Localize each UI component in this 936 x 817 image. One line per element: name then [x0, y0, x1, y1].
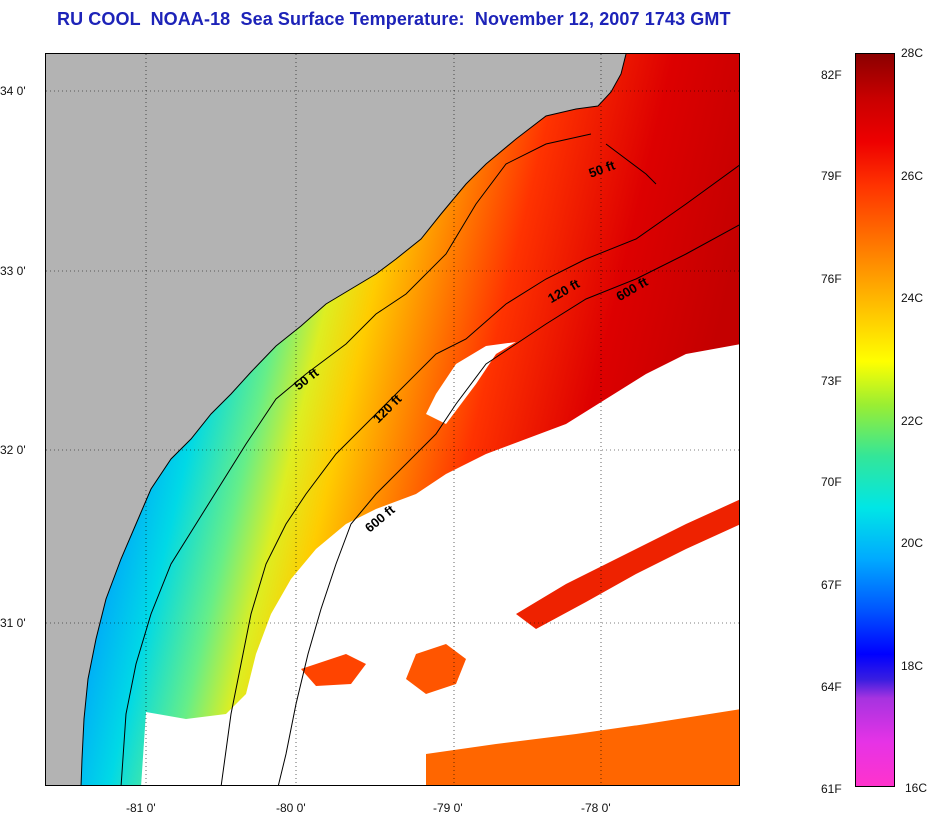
colorbar-label-26c: 26C [901, 169, 924, 183]
land-area [46, 54, 626, 785]
gulf-stream-filament-1 [516, 499, 739, 629]
colorbar-label-20c: 20C [901, 536, 924, 550]
contour-120ft [220, 164, 739, 785]
map-title: RU COOL NOAA-18 Sea Surface Temperature:… [57, 9, 731, 29]
lat-label-32: 32 0' [0, 443, 26, 457]
cloud-cover-main [141, 344, 739, 785]
colorbar-label-22c: 22C [901, 414, 924, 428]
sst-map[interactable]: 50 ft 50 ft 120 ft 120 ft 600 ft 600 ft [45, 53, 740, 786]
cloud-cover-north [426, 342, 516, 424]
coastline [80, 54, 627, 785]
colorbar-label-18c: 18C [901, 659, 924, 673]
colorbar-label-70f: 70F [821, 475, 842, 489]
colorbar-label-28c: 28C [901, 46, 924, 60]
gulf-stream-filament-2 [426, 709, 739, 785]
colorbar-label-67f: 67F [821, 578, 842, 592]
lon-label-78: -78 0' [581, 801, 611, 815]
lon-label-79: -79 0' [433, 801, 463, 815]
colorbar-label-82f: 82F [821, 68, 842, 82]
colorbar-label-24c: 24C [901, 291, 924, 305]
contour-600ft [277, 224, 739, 785]
contour-50ft [120, 133, 657, 785]
colorbar-label-79f: 79F [821, 169, 842, 183]
temperature-colorbar [855, 53, 895, 787]
colorbar-label-76f: 76F [821, 272, 842, 286]
colorbar-label-16c: 16C [905, 781, 928, 795]
lat-label-33: 33 0' [0, 264, 26, 278]
lat-label-34: 34 0' [0, 84, 26, 98]
colorbar-label-73f: 73F [821, 374, 842, 388]
colorbar-label-61f: 61F [821, 782, 842, 796]
lat-label-31: 31 0' [0, 616, 26, 630]
warm-patch [406, 644, 466, 694]
sst-map-svg: 50 ft 50 ft 120 ft 120 ft 600 ft 600 ft [46, 54, 739, 785]
colorbar-label-64f: 64F [821, 680, 842, 694]
lon-label-80: -80 0' [276, 801, 306, 815]
warm-patch-2 [301, 654, 366, 686]
lon-label-81: -81 0' [126, 801, 156, 815]
